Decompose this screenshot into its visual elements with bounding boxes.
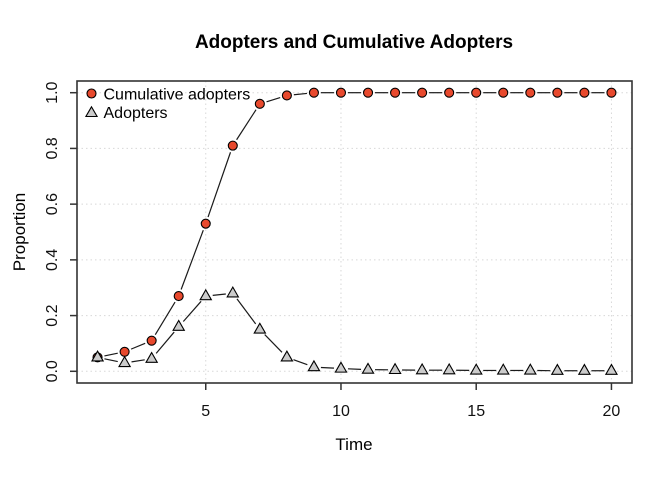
data-point-circle: [525, 87, 536, 98]
data-point-circle: [173, 291, 184, 302]
data-point-triangle: [523, 363, 537, 375]
data-point-triangle: [469, 363, 483, 375]
series-segment: [104, 352, 118, 357]
data-point-triangle: [145, 351, 159, 363]
data-point-circle: [308, 87, 319, 98]
series-segment: [180, 229, 204, 290]
y-tick-label: 0.8: [44, 137, 61, 159]
data-point-triangle: [604, 363, 618, 375]
series-segment: [293, 359, 308, 366]
legend: Cumulative adopters Adopters: [84, 87, 251, 122]
legend-label-cumulative: Cumulative adopters: [104, 87, 251, 104]
legend-label-adopters: Adopters: [104, 105, 168, 122]
y-tick-label: 0.2: [44, 304, 61, 326]
data-point-triangle: [226, 285, 240, 298]
series-segment: [155, 331, 175, 354]
x-axis-title: Time: [335, 435, 372, 454]
data-point-circle: [335, 87, 347, 98]
y-tick-label: 0.6: [44, 193, 61, 215]
data-point-triangle: [199, 288, 213, 301]
series-segment: [236, 298, 257, 325]
data-point-circle: [281, 90, 292, 101]
legend-circle-icon: [86, 88, 97, 99]
x-tick-label: 10: [332, 403, 350, 420]
plot-area: 5 10 15 20 0.0 0.2 0.4 0.6 0.8 1.0: [44, 80, 633, 420]
series-segment: [264, 334, 283, 353]
data-point-triangle: [496, 363, 510, 375]
series-segment: [131, 359, 145, 363]
data-point-circle: [200, 218, 211, 229]
x-tick-label: 20: [603, 403, 621, 420]
data-point-circle: [390, 87, 401, 98]
data-point-triangle: [307, 359, 321, 372]
y-tick-label: 0.4: [44, 249, 61, 271]
data-point-circle: [444, 87, 455, 98]
series-segment: [236, 109, 257, 141]
data-point-circle: [254, 98, 265, 109]
data-point-circle: [362, 87, 374, 98]
data-point-triangle: [577, 363, 591, 375]
series-segment: [347, 368, 362, 370]
plot-box: [76, 80, 633, 384]
series-segment: [182, 300, 202, 322]
data-point-circle: [471, 87, 482, 98]
data-point-triangle: [442, 362, 456, 375]
data-point-circle: [417, 87, 428, 98]
data-point-circle: [606, 87, 617, 98]
chart-title: Adopters and Cumulative Adopters: [195, 32, 513, 53]
data-point-triangle: [415, 362, 429, 375]
data-point-triangle: [550, 363, 564, 375]
series-segment: [266, 96, 281, 103]
series-segment: [207, 152, 232, 218]
legend-triangle-icon: [84, 105, 99, 118]
series-segment: [130, 342, 146, 350]
x-tick-label: 15: [467, 403, 485, 420]
series-segment: [293, 92, 308, 96]
data-point-triangle: [280, 350, 294, 362]
data-point-triangle: [91, 350, 105, 362]
series-segment: [104, 358, 118, 363]
x-tick-label: 5: [201, 403, 210, 420]
data-point-circle: [579, 87, 590, 98]
data-point-triangle: [388, 362, 402, 375]
data-point-triangle: [253, 322, 267, 334]
data-point-circle: [498, 87, 509, 98]
data-point-circle: [552, 87, 563, 98]
series-segment: [154, 301, 176, 335]
y-tick-label: 0.0: [44, 360, 61, 382]
data-point-triangle: [118, 355, 132, 368]
data-point-circle: [146, 335, 157, 346]
series-segment: [212, 293, 226, 296]
y-tick-label: 1.0: [44, 81, 61, 103]
series-segment: [320, 366, 335, 369]
data-point-circle: [227, 140, 238, 151]
data-point-triangle: [334, 361, 348, 373]
y-axis-title: Proportion: [10, 193, 29, 271]
data-point-triangle: [361, 362, 375, 374]
data-point-triangle: [172, 319, 186, 331]
data-point-circle: [119, 346, 130, 357]
